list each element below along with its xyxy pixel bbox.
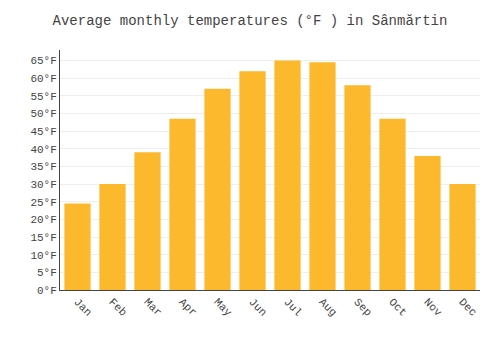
svg-text:Dec: Dec — [456, 296, 478, 318]
svg-text:Jun: Jun — [246, 296, 268, 318]
svg-text:0°F: 0°F — [37, 285, 57, 297]
svg-text:Nov: Nov — [421, 296, 444, 319]
svg-text:May: May — [211, 296, 234, 319]
svg-text:65°F: 65°F — [30, 55, 56, 67]
svg-text:50°F: 50°F — [30, 108, 56, 120]
svg-text:5°F: 5°F — [37, 267, 57, 279]
svg-text:40°F: 40°F — [30, 144, 56, 156]
svg-text:30°F: 30°F — [30, 179, 56, 191]
svg-text:Jan: Jan — [71, 296, 93, 318]
svg-text:15°F: 15°F — [30, 232, 56, 244]
svg-text:25°F: 25°F — [30, 197, 56, 209]
svg-text:Apr: Apr — [176, 296, 198, 318]
svg-text:Mar: Mar — [141, 296, 163, 318]
svg-text:Feb: Feb — [106, 296, 128, 318]
svg-text:35°F: 35°F — [30, 161, 56, 173]
svg-text:Sep: Sep — [351, 296, 373, 318]
svg-text:55°F: 55°F — [30, 91, 56, 103]
svg-text:Average monthly temperatures (: Average monthly temperatures (°F ) in Sâ… — [53, 13, 448, 29]
svg-text:45°F: 45°F — [30, 126, 56, 138]
svg-text:10°F: 10°F — [30, 250, 56, 262]
svg-text:Oct: Oct — [386, 296, 408, 318]
svg-text:20°F: 20°F — [30, 214, 56, 226]
svg-text:Aug: Aug — [316, 296, 338, 318]
svg-text:60°F: 60°F — [30, 73, 56, 85]
svg-text:Jul: Jul — [281, 296, 303, 318]
